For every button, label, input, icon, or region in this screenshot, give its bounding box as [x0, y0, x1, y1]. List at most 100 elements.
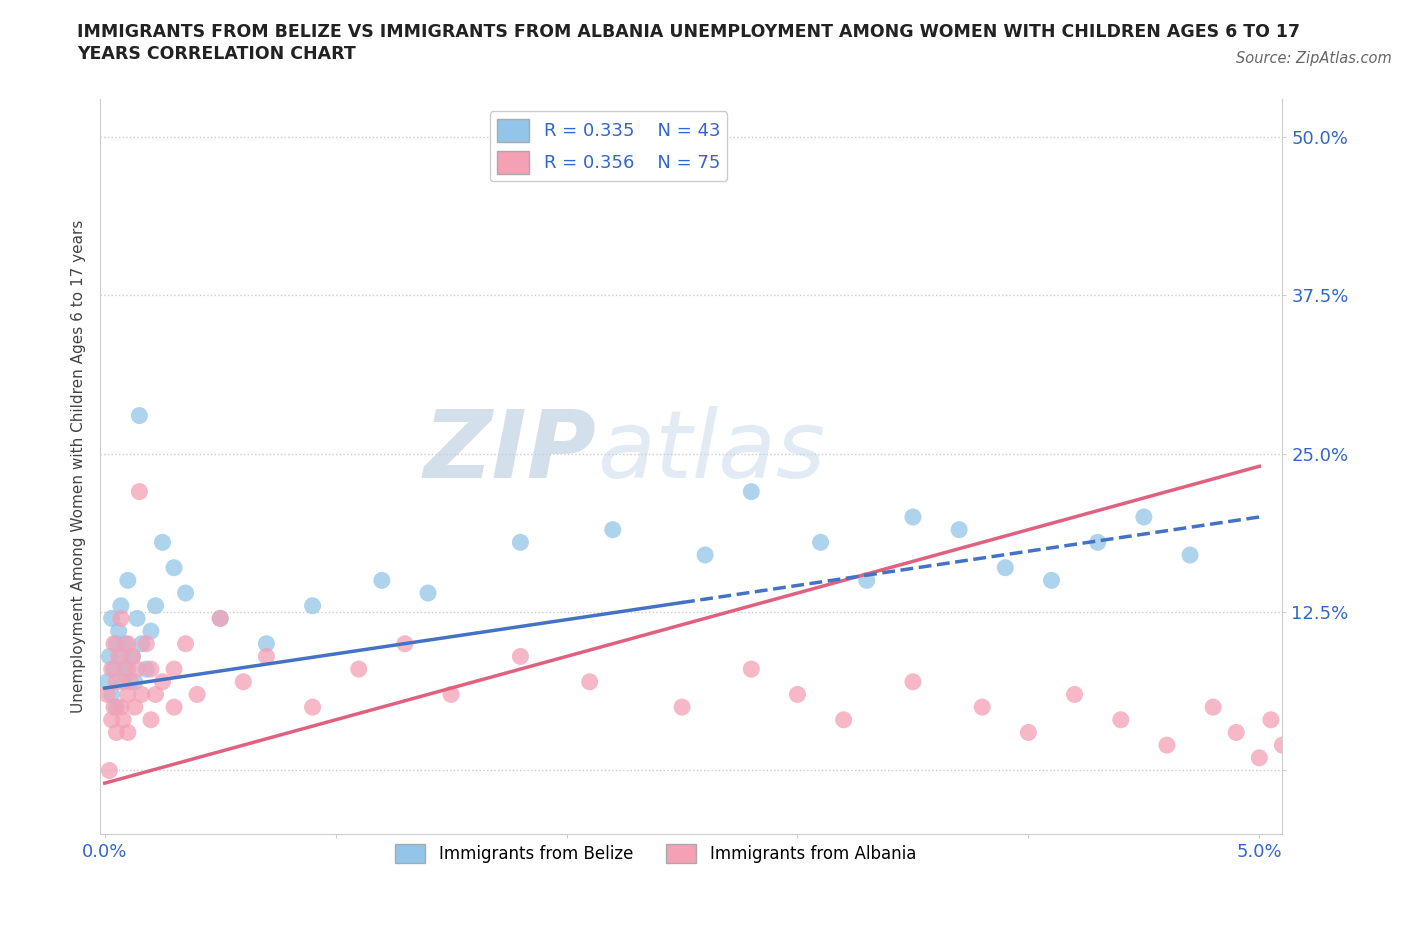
Point	[124, 699, 146, 714]
Point	[98, 649, 121, 664]
Point	[786, 687, 808, 702]
Point	[100, 661, 122, 676]
Point	[1178, 548, 1201, 563]
Point	[1225, 725, 1247, 740]
Point	[100, 687, 122, 702]
Point	[103, 636, 125, 651]
Point	[117, 636, 139, 651]
Point	[209, 611, 232, 626]
Point	[301, 699, 323, 714]
Point	[994, 560, 1017, 575]
Point	[1133, 510, 1156, 525]
Point	[117, 573, 139, 588]
Text: atlas: atlas	[596, 406, 825, 497]
Point	[124, 674, 146, 689]
Point	[152, 535, 174, 550]
Point	[145, 598, 167, 613]
Point	[131, 636, 153, 651]
Point	[509, 535, 531, 550]
Point	[174, 586, 197, 601]
Point	[1156, 737, 1178, 752]
Point	[740, 661, 762, 676]
Point	[186, 687, 208, 702]
Point	[107, 624, 129, 639]
Point	[135, 636, 157, 651]
Point	[832, 712, 855, 727]
Point	[114, 636, 136, 651]
Point	[110, 649, 132, 664]
Point	[125, 661, 148, 676]
Point	[103, 699, 125, 714]
Point	[810, 535, 832, 550]
Point	[121, 649, 143, 664]
Point	[100, 712, 122, 727]
Point	[1063, 687, 1085, 702]
Point	[855, 573, 877, 588]
Point	[114, 661, 136, 676]
Point	[209, 611, 232, 626]
Point	[901, 510, 924, 525]
Point	[416, 586, 439, 601]
Point	[125, 611, 148, 626]
Point	[105, 674, 128, 689]
Point	[948, 523, 970, 538]
Point	[131, 687, 153, 702]
Point	[103, 661, 125, 676]
Point	[105, 699, 128, 714]
Point	[394, 636, 416, 651]
Point	[139, 712, 162, 727]
Point	[112, 674, 135, 689]
Text: YEARS CORRELATION CHART: YEARS CORRELATION CHART	[77, 45, 356, 62]
Point	[163, 661, 186, 676]
Point	[578, 674, 600, 689]
Point	[98, 763, 121, 777]
Point	[152, 674, 174, 689]
Point	[1040, 573, 1063, 588]
Point	[110, 611, 132, 626]
Point	[110, 699, 132, 714]
Point	[972, 699, 994, 714]
Point	[139, 624, 162, 639]
Point	[117, 687, 139, 702]
Point	[107, 649, 129, 664]
Point	[695, 548, 717, 563]
Point	[135, 661, 157, 676]
Point	[1017, 725, 1039, 740]
Legend: Immigrants from Belize, Immigrants from Albania: Immigrants from Belize, Immigrants from …	[389, 837, 922, 870]
Point	[96, 687, 118, 702]
Point	[1109, 712, 1132, 727]
Point	[139, 661, 162, 676]
Point	[901, 674, 924, 689]
Point	[254, 649, 277, 664]
Point	[163, 560, 186, 575]
Point	[1249, 751, 1271, 765]
Y-axis label: Unemployment Among Women with Children Ages 6 to 17 years: Unemployment Among Women with Children A…	[72, 219, 86, 713]
Point	[301, 598, 323, 613]
Point	[509, 649, 531, 664]
Point	[128, 408, 150, 423]
Point	[1202, 699, 1225, 714]
Text: IMMIGRANTS FROM BELIZE VS IMMIGRANTS FROM ALBANIA UNEMPLOYMENT AMONG WOMEN WITH : IMMIGRANTS FROM BELIZE VS IMMIGRANTS FRO…	[77, 23, 1301, 41]
Point	[1271, 737, 1294, 752]
Point	[100, 611, 122, 626]
Point	[371, 573, 394, 588]
Point	[112, 712, 135, 727]
Point	[110, 598, 132, 613]
Point	[96, 674, 118, 689]
Point	[163, 699, 186, 714]
Point	[347, 661, 370, 676]
Point	[740, 485, 762, 499]
Text: ZIP: ZIP	[423, 405, 596, 498]
Point	[117, 661, 139, 676]
Point	[105, 725, 128, 740]
Point	[174, 636, 197, 651]
Text: Source: ZipAtlas.com: Source: ZipAtlas.com	[1236, 51, 1392, 66]
Point	[117, 725, 139, 740]
Point	[602, 523, 624, 538]
Point	[232, 674, 254, 689]
Point	[120, 674, 142, 689]
Point	[1260, 712, 1282, 727]
Point	[128, 485, 150, 499]
Point	[145, 687, 167, 702]
Point	[121, 649, 143, 664]
